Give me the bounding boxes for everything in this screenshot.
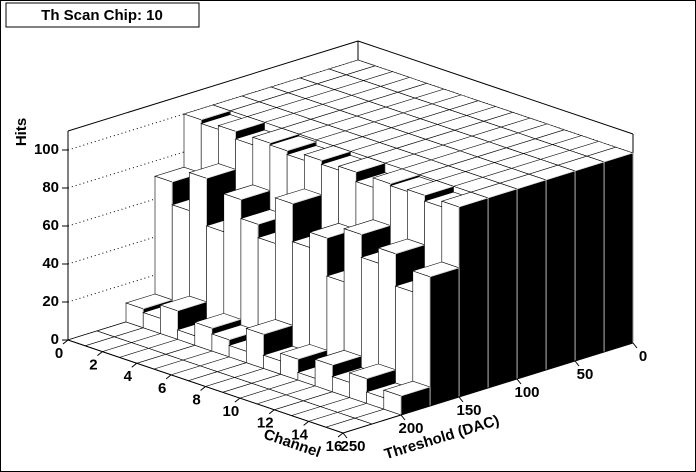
z-tick-label: 0 bbox=[51, 331, 59, 348]
y-tick bbox=[131, 362, 138, 368]
chart-title: Th Scan Chip: 10 bbox=[41, 7, 163, 24]
x-tick-label: 100 bbox=[514, 384, 539, 401]
bar-front bbox=[545, 170, 576, 371]
z-tick-label: 100 bbox=[34, 141, 59, 158]
y-tick-label: 0 bbox=[55, 345, 63, 362]
x-axis bbox=[342, 342, 634, 434]
y-tick bbox=[268, 409, 275, 415]
x-tick-label: 0 bbox=[639, 348, 647, 365]
bar-front bbox=[487, 188, 518, 389]
x-tick bbox=[458, 396, 464, 403]
lego-bar bbox=[411, 261, 460, 407]
lego-bar bbox=[382, 380, 431, 416]
y-tick bbox=[62, 339, 69, 345]
x-tick bbox=[574, 360, 580, 367]
y-tick-label: 2 bbox=[89, 357, 97, 374]
x-tick bbox=[342, 432, 348, 439]
y-tick-label: 10 bbox=[223, 403, 240, 420]
y-tick-label: 16 bbox=[326, 438, 343, 455]
bar-front bbox=[603, 152, 634, 353]
bar-front bbox=[458, 197, 489, 398]
frame-edge bbox=[67, 40, 359, 132]
title-box bbox=[5, 2, 200, 28]
y-tick bbox=[303, 420, 309, 426]
z-tick-label: 40 bbox=[42, 255, 59, 272]
y-tick bbox=[200, 386, 206, 391]
z-tick-label: 80 bbox=[42, 179, 59, 196]
x-tick bbox=[632, 342, 638, 349]
y-tick-label: 8 bbox=[192, 391, 200, 408]
y-tick bbox=[234, 397, 241, 403]
bar-side bbox=[246, 328, 264, 369]
frame-edge bbox=[357, 40, 634, 135]
y-tick-label: 14 bbox=[291, 426, 308, 443]
z-axis-label: Hits bbox=[13, 118, 30, 146]
x-tick-label: 50 bbox=[577, 366, 594, 383]
x-tick-label: 150 bbox=[456, 402, 481, 419]
x-tick bbox=[516, 378, 522, 385]
y-tick bbox=[337, 432, 344, 438]
x-tick-label: 200 bbox=[398, 420, 423, 437]
y-tick bbox=[165, 374, 172, 380]
y-tick-label: 4 bbox=[124, 368, 133, 385]
z-tick-label: 20 bbox=[42, 293, 59, 310]
y-tick bbox=[97, 351, 103, 357]
z-tick-label: 60 bbox=[42, 217, 59, 234]
bar-front bbox=[516, 179, 547, 380]
x-tick-label: 250 bbox=[340, 438, 365, 455]
x-tick bbox=[400, 414, 406, 421]
bar-front bbox=[429, 267, 460, 407]
bar-front bbox=[574, 161, 605, 362]
y-tick-label: 12 bbox=[257, 415, 274, 432]
y-tick-label: 6 bbox=[158, 380, 166, 397]
